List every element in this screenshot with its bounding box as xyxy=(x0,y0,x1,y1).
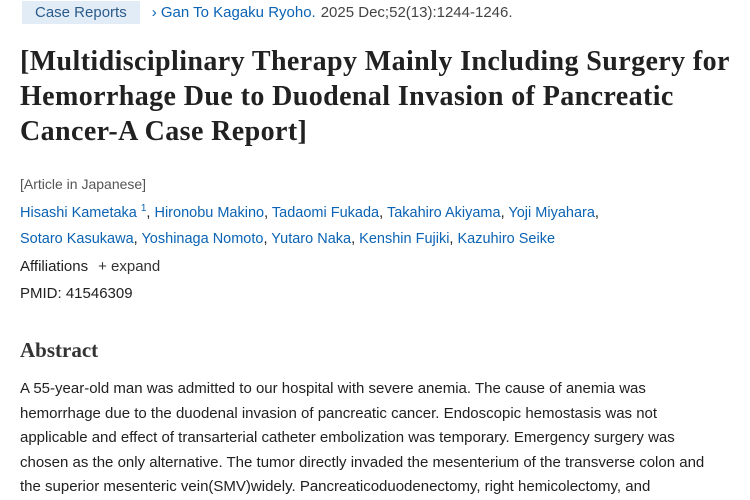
affiliations-label: Affiliations xyxy=(20,258,89,275)
author: Yoshinaga Nomoto, xyxy=(141,231,267,247)
author-link[interactable]: Takahiro Akiyama xyxy=(386,204,501,221)
author-separator: , xyxy=(351,230,356,247)
author-link[interactable]: Kenshin Fujiki xyxy=(359,230,450,247)
journal: Gan To Kagaku Ryoho. xyxy=(160,4,316,21)
affiliation-ref[interactable]: 1 xyxy=(140,203,147,214)
chevron: › xyxy=(151,4,161,21)
author-link[interactable]: Yoshinaga Nomoto xyxy=(141,230,264,247)
author-separator: , xyxy=(263,230,268,247)
author-link[interactable]: Tadaomi Fukada xyxy=(271,204,380,221)
author: Yutaro Naka, xyxy=(271,231,355,247)
expand-toggle[interactable]: + expand xyxy=(98,258,161,275)
author-link[interactable]: Yutaro Naka xyxy=(271,230,352,247)
author-link[interactable]: Yoji Miyahara xyxy=(508,204,595,221)
author-link[interactable]: Hisashi Kametaka xyxy=(20,204,137,221)
author-separator: , xyxy=(379,204,384,221)
author: Yoji Miyahara, xyxy=(508,205,599,221)
pmid-label: PMID: xyxy=(20,285,62,302)
author-separator: , xyxy=(500,204,505,221)
author: Sotaro Kasukawa, xyxy=(20,231,138,247)
abstract-heading: Abstract xyxy=(20,338,99,362)
pmid-value: 41546309 xyxy=(65,285,133,302)
article-type[interactable]: Case Reports xyxy=(22,1,140,24)
citation: 2025 Dec;52(13):1244-1246. xyxy=(320,4,513,21)
author-link[interactable]: Sotaro Kasukawa xyxy=(20,230,134,247)
author: Hisashi Kametaka 1, xyxy=(20,203,151,221)
author-separator: , xyxy=(133,230,138,247)
author: Kenshin Fujiki, xyxy=(359,231,453,247)
author-separator: , xyxy=(449,230,454,247)
author-separator: , xyxy=(594,204,599,221)
journal-link[interactable]: › Gan To Kagaku Ryoho. xyxy=(152,4,316,21)
author: Hironobu Makino, xyxy=(154,205,268,221)
author: Takahiro Akiyama, xyxy=(387,205,505,221)
author-separator: , xyxy=(146,204,151,221)
abstract-text: A 55-year-old man was admitted to our ho… xyxy=(20,380,705,495)
author-separator: , xyxy=(264,204,269,221)
affiliations: Affiliations + expand xyxy=(20,258,160,275)
author-link[interactable]: Hironobu Makino xyxy=(154,204,265,221)
language-note: [Article in Japanese] xyxy=(20,176,147,192)
author: Kazuhiro Seike xyxy=(457,231,555,247)
authors: Hisashi Kametaka 1, Hironobu Makino, Tada… xyxy=(20,196,680,252)
pmid: PMID: 41546309 xyxy=(20,285,133,302)
article-title: [Multidisciplinary Therapy Mainly Includ… xyxy=(20,46,730,147)
header: Case Reports › Gan To Kagaku Ryoho. 2025… xyxy=(22,0,513,25)
author: Tadaomi Fukada, xyxy=(272,205,383,221)
author-link[interactable]: Kazuhiro Seike xyxy=(457,230,556,247)
